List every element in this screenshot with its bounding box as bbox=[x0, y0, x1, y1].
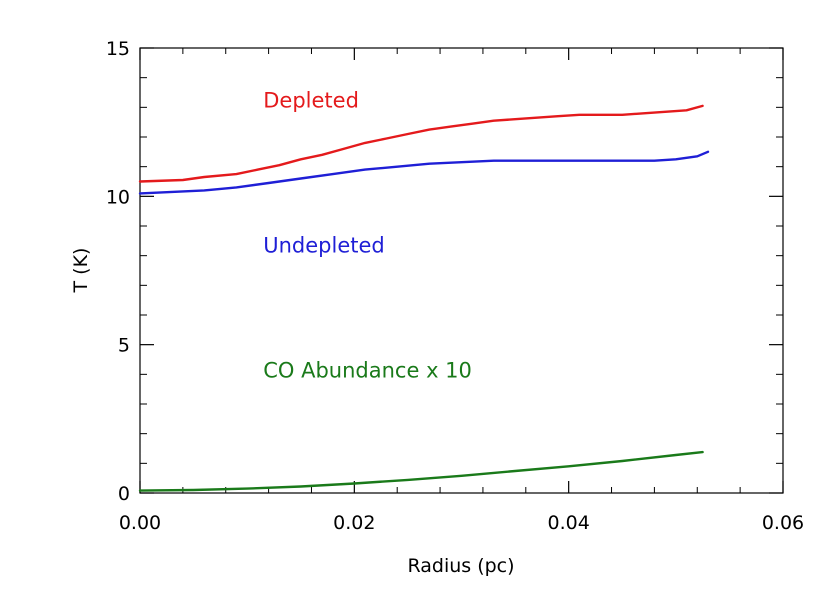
x-tick-label: 0.00 bbox=[119, 512, 161, 534]
x-tick-label: 0.06 bbox=[762, 512, 804, 534]
plot-frame bbox=[139, 47, 784, 494]
x-tick-label: 0.04 bbox=[548, 512, 590, 534]
y-tick-label: 15 bbox=[106, 38, 130, 60]
series-line-undepleted bbox=[138, 150, 710, 195]
y-axis-label: T (K) bbox=[70, 248, 92, 294]
x-tick-label: 0.02 bbox=[333, 512, 375, 534]
ticks-group: 0.00 0.02 0.04 0.06 0 5 10 15 bbox=[106, 38, 804, 534]
series-line-co-abundance bbox=[138, 450, 704, 492]
series-line-depleted bbox=[138, 104, 704, 183]
x-axis-label: Radius (pc) bbox=[407, 555, 514, 577]
y-tick-label: 5 bbox=[118, 335, 130, 357]
y-tick-label: 0 bbox=[118, 483, 130, 505]
annotation-depleted: Depleted bbox=[263, 88, 359, 112]
series-group bbox=[138, 104, 710, 492]
annotations-group: Depleted Undepleted CO Abundance x 10 bbox=[263, 88, 472, 382]
annotation-co-abundance: CO Abundance x 10 bbox=[263, 358, 472, 382]
annotation-undepleted: Undepleted bbox=[263, 234, 385, 258]
y-tick-label: 10 bbox=[106, 186, 130, 208]
